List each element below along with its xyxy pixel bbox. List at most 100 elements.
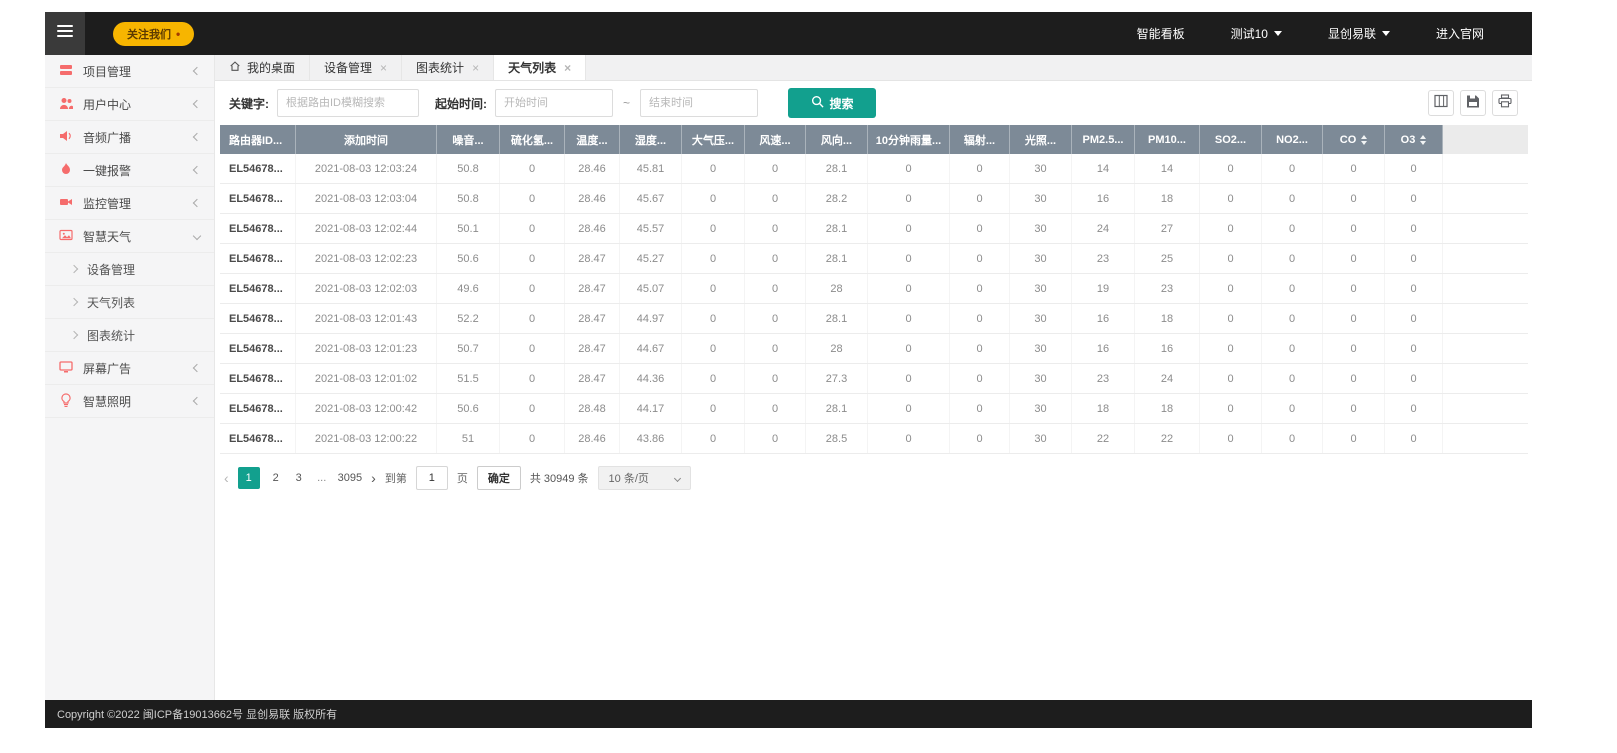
chevron-left-icon [192,396,202,406]
sidebar-item-one-key-alarm[interactable]: 一键报警 [45,154,214,187]
tab-close-icon[interactable]: × [564,60,572,75]
table-cell: 23 [1072,244,1135,273]
column-header-2[interactable]: 噪音... [437,125,500,154]
column-header-15[interactable]: NO2... [1262,125,1323,154]
table-cell: 0 [1200,214,1262,243]
column-header-10[interactable]: 辐射... [950,125,1010,154]
chevron-right-icon [69,297,79,307]
users-icon [59,96,83,113]
follow-us-label: 关注我们 [127,28,171,41]
column-header-9[interactable]: 10分钟雨量... [868,125,950,154]
follow-us-button[interactable]: 关注我们 • [113,21,195,46]
table-row: EL54678... 2021-08-03 12:03:04 50.8 0 28.46 4… [220,184,1528,214]
topbar-item-smart-dashboard[interactable]: 智能看板 [1137,25,1185,42]
export-button[interactable] [1460,90,1486,116]
table-cell: 0 [500,244,565,273]
table-cell: 0 [1323,334,1385,363]
page-button-3[interactable]: 3 [295,472,302,484]
topbar-item-test10-dropdown[interactable]: 测试10 [1231,25,1282,42]
start-time-input[interactable] [495,89,613,117]
tab-device-management[interactable]: 设备管理 × [310,55,403,80]
column-header-17[interactable]: O3 [1385,125,1443,154]
row-filler [1443,424,1528,453]
sidebar-subitem-label: 天气列表 [87,295,136,310]
page-button-2[interactable]: 2 [272,472,279,484]
sidebar-item-user-center[interactable]: 用户中心 [45,88,214,121]
next-page-button[interactable]: › [371,470,376,486]
sidebar-item-monitoring-management[interactable]: 监控管理 [45,187,214,220]
frame-body: 项目管理 用户中心 音频广播 一键报警 监控管理 智慧天气 设备管理天气列表图表统计 屏幕广告… [45,55,1532,700]
table-cell: 2021-08-03 12:02:23 [296,244,437,273]
page-button-1[interactable]: 1 [237,467,260,489]
column-header-11[interactable]: 光照... [1010,125,1072,154]
table-cell: 0 [1262,364,1323,393]
chevron-left-icon [192,132,202,142]
table-cell: 0 [1262,274,1323,303]
sidebar-item-smart-lighting[interactable]: 智慧照明 [45,385,214,418]
print-icon [1498,93,1512,113]
sidebar-subitem-weather-list[interactable]: 天气列表 [45,286,214,319]
column-header-4[interactable]: 温度... [565,125,620,154]
cell-router-id: EL54678... [220,244,296,273]
column-header-12[interactable]: PM2.5... [1072,125,1135,154]
column-header-1[interactable]: 添加时间 [296,125,437,154]
tab-close-icon[interactable]: × [472,60,480,75]
table-cell: 16 [1135,334,1200,363]
table-cell: 0 [500,274,565,303]
column-header-16[interactable]: CO [1323,125,1385,154]
column-header-3[interactable]: 硫化氢... [500,125,565,154]
topbar-item-official-site[interactable]: 进入官网 [1436,25,1484,42]
print-button[interactable] [1492,90,1518,116]
table-cell: 45.67 [620,184,682,213]
column-header-14[interactable]: SO2... [1200,125,1262,154]
tab-chart-statistics[interactable]: 图表统计 × [402,55,495,80]
flame-icon [59,162,83,179]
row-filler [1443,274,1528,303]
table-cell: 2021-08-03 12:00:22 [296,424,437,453]
columns-button[interactable] [1428,90,1454,116]
tab-my-desktop[interactable]: 我的桌面 [215,55,311,80]
table-cell: 16 [1072,304,1135,333]
column-header-8[interactable]: 风向... [806,125,868,154]
sidebar-item-smart-weather[interactable]: 智慧天气 [45,220,214,253]
column-header-13[interactable]: PM10... [1135,125,1200,154]
column-header-6[interactable]: 大气压... [682,125,745,154]
sidebar-item-screen-ads[interactable]: 屏幕广告 [45,352,214,385]
table-cell: 2021-08-03 12:00:42 [296,394,437,423]
page-button-3095[interactable]: 3095 [337,472,363,484]
column-header-5[interactable]: 湿度... [620,125,682,154]
sidebar-item-project-management[interactable]: 项目管理 [45,55,214,88]
topbar-item-brand-dropdown[interactable]: 显创易联 [1328,25,1390,42]
sidebar-item-audio-broadcast[interactable]: 音频广播 [45,121,214,154]
goto-page-input[interactable] [415,466,448,490]
sidebar-subitem-device-management[interactable]: 设备管理 [45,253,214,286]
table-cell: 0 [500,154,565,183]
keyword-input[interactable] [277,89,419,117]
table-cell: 22 [1135,424,1200,453]
goto-confirm-button[interactable]: 确定 [476,466,521,490]
hamburger-button[interactable] [45,12,85,55]
table-cell: 27.3 [806,364,868,393]
search-button[interactable]: 搜索 [788,88,877,118]
tab-close-icon[interactable]: × [380,60,388,75]
table-cell: 0 [745,244,806,273]
sidebar-subitem-chart-statistics[interactable]: 图表统计 [45,319,214,352]
page-ellipsis: ... [317,472,327,484]
table-row: EL54678... 2021-08-03 12:02:44 50.1 0 28.46 4… [220,214,1528,244]
search-button-label: 搜索 [829,96,854,111]
table-cell: 0 [1323,214,1385,243]
table-cell: 0 [682,394,745,423]
column-header-7[interactable]: 风速... [745,125,806,154]
table-cell: 0 [500,214,565,243]
table-cell: 0 [1262,424,1323,453]
cell-router-id: EL54678... [220,184,296,213]
table-cell: 0 [1385,154,1443,183]
end-time-input[interactable] [640,89,759,117]
app-window: 关注我们 • 智能看板 测试10 显创易联 进入官网 项目管理 用户中心 音频广播 一键报警… [45,12,1532,728]
page-size-select[interactable]: 10 条/页 [597,466,691,490]
table-cell: 0 [950,424,1010,453]
prev-page-button[interactable]: ‹ [224,470,229,486]
tab-weather-list[interactable]: 天气列表 × [494,55,587,80]
column-header-0[interactable]: 路由器ID... [220,125,296,154]
table-cell: 0 [1200,184,1262,213]
